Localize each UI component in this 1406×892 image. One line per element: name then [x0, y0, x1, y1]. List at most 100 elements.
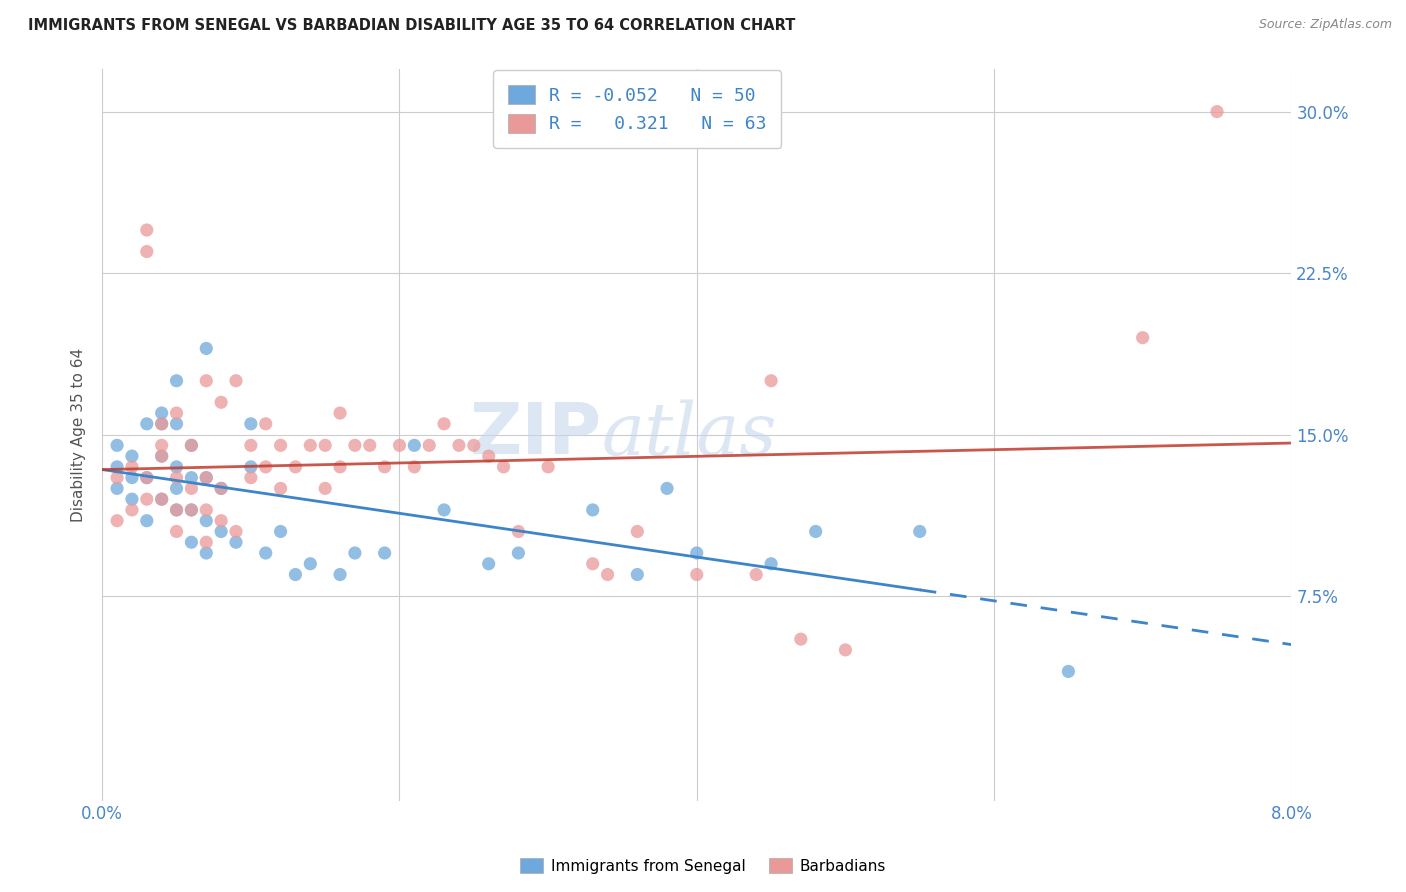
Point [908, 524, 931, 539]
Point [343, 546, 366, 560]
Point [105, 459, 128, 474]
Point [686, 567, 709, 582]
Point [374, 459, 396, 474]
Point [180, 535, 202, 549]
Point [180, 438, 202, 452]
Point [180, 438, 202, 452]
Point [195, 374, 218, 388]
Point [180, 482, 202, 496]
Point [135, 223, 157, 237]
Point [121, 449, 143, 463]
Point [284, 459, 307, 474]
Point [492, 459, 515, 474]
Point [225, 524, 247, 539]
Point [166, 417, 188, 431]
Point [596, 567, 619, 582]
Point [239, 438, 262, 452]
Point [508, 524, 530, 539]
Point [195, 503, 218, 517]
Point [150, 417, 173, 431]
Point [329, 459, 352, 474]
Point [374, 546, 396, 560]
Point [834, 643, 856, 657]
Point [478, 449, 501, 463]
Point [626, 567, 648, 582]
Point [388, 438, 411, 452]
Point [745, 567, 768, 582]
Point [239, 470, 262, 484]
Point [150, 417, 173, 431]
Point [463, 438, 485, 452]
Point [195, 342, 218, 356]
Point [135, 470, 157, 484]
Point [105, 438, 128, 452]
Point [195, 470, 218, 484]
Point [166, 482, 188, 496]
Point [135, 492, 157, 507]
Point [626, 524, 648, 539]
Point [284, 567, 307, 582]
Point [790, 632, 813, 647]
Point [404, 459, 426, 474]
Point [759, 374, 782, 388]
Point [166, 503, 188, 517]
Point [166, 470, 188, 484]
Point [166, 406, 188, 420]
Point [180, 503, 202, 517]
Y-axis label: Disability Age 35 to 64: Disability Age 35 to 64 [72, 348, 86, 522]
Point [209, 395, 232, 409]
Text: Source: ZipAtlas.com: Source: ZipAtlas.com [1258, 18, 1392, 31]
Point [195, 546, 218, 560]
Point [150, 492, 173, 507]
Point [314, 482, 336, 496]
Point [655, 482, 678, 496]
Point [239, 459, 262, 474]
Point [804, 524, 827, 539]
Point [166, 524, 188, 539]
Text: atlas: atlas [602, 400, 778, 470]
Point [121, 492, 143, 507]
Point [166, 374, 188, 388]
Point [135, 470, 157, 484]
Point [329, 567, 352, 582]
Point [314, 438, 336, 452]
Text: ZIP: ZIP [470, 401, 602, 469]
Point [404, 438, 426, 452]
Point [329, 406, 352, 420]
Point [254, 417, 277, 431]
Point [254, 459, 277, 474]
Point [209, 514, 232, 528]
Point [254, 546, 277, 560]
Point [150, 406, 173, 420]
Point [582, 557, 605, 571]
Point [1206, 104, 1229, 119]
Point [270, 482, 292, 496]
Point [537, 459, 560, 474]
Point [135, 514, 157, 528]
Point [195, 535, 218, 549]
Point [105, 470, 128, 484]
Point [433, 503, 456, 517]
Legend: R = -0.052   N = 50, R =   0.321   N = 63: R = -0.052 N = 50, R = 0.321 N = 63 [494, 70, 782, 148]
Point [299, 438, 322, 452]
Point [418, 438, 440, 452]
Point [150, 449, 173, 463]
Point [195, 514, 218, 528]
Point [121, 459, 143, 474]
Point [433, 417, 456, 431]
Point [209, 524, 232, 539]
Point [270, 524, 292, 539]
Point [180, 503, 202, 517]
Point [686, 546, 709, 560]
Text: IMMIGRANTS FROM SENEGAL VS BARBADIAN DISABILITY AGE 35 TO 64 CORRELATION CHART: IMMIGRANTS FROM SENEGAL VS BARBADIAN DIS… [28, 18, 796, 33]
Point [447, 438, 470, 452]
Point [759, 557, 782, 571]
Point [166, 459, 188, 474]
Point [270, 438, 292, 452]
Point [359, 438, 381, 452]
Point [121, 470, 143, 484]
Point [150, 449, 173, 463]
Point [225, 535, 247, 549]
Point [135, 417, 157, 431]
Point [166, 503, 188, 517]
